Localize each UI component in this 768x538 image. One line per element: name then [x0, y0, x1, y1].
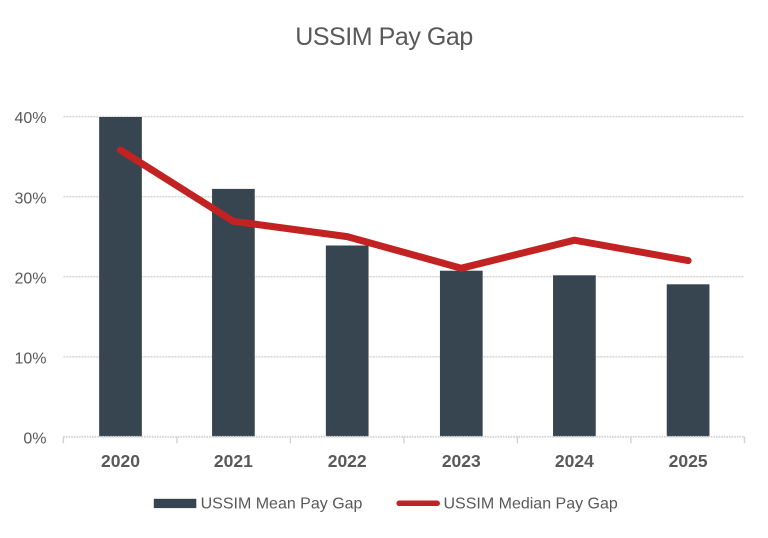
svg-text:2023: 2023 [442, 451, 481, 471]
svg-text:10%: 10% [14, 351, 46, 368]
svg-text:USSIM Median Pay Gap: USSIM Median Pay Gap [444, 496, 618, 513]
svg-text:2021: 2021 [214, 451, 253, 471]
svg-text:2020: 2020 [101, 451, 140, 471]
svg-text:2024: 2024 [555, 451, 594, 471]
svg-text:0%: 0% [23, 430, 46, 447]
svg-text:USSIM Pay Gap: USSIM Pay Gap [295, 23, 473, 51]
svg-text:2022: 2022 [328, 451, 367, 471]
svg-text:USSIM Mean Pay Gap: USSIM Mean Pay Gap [201, 496, 363, 513]
svg-text:30%: 30% [14, 190, 46, 207]
svg-text:20%: 20% [14, 270, 46, 287]
svg-text:40%: 40% [14, 110, 46, 127]
svg-text:2025: 2025 [669, 451, 708, 471]
